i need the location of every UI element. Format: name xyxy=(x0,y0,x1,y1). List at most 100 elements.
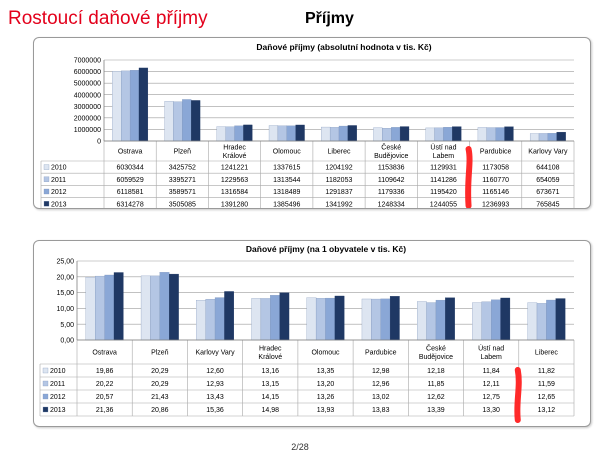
category-label: Hradec xyxy=(259,345,282,352)
bar-2012-olomouc xyxy=(286,125,296,142)
category-label: Plzeň xyxy=(174,149,192,156)
bar-2010-české-budějovice xyxy=(373,127,383,142)
data-label: 12,11 xyxy=(483,381,500,388)
slide-title: Rostoucí daňové příjmy xyxy=(8,8,208,29)
bar-2013-ostrava xyxy=(113,272,124,341)
data-label: 1182053 xyxy=(326,177,353,184)
data-label: 11,82 xyxy=(538,368,555,375)
legend-label-2010: 2010 xyxy=(51,165,67,172)
data-label: 11,85 xyxy=(427,381,444,388)
bar-2011-české-budějovice xyxy=(426,302,437,341)
category-label: Pardubice xyxy=(480,149,512,156)
bar-2012-české-budějovice xyxy=(391,127,401,142)
chart-per-capita-svg: Daňové příjmy (na 1 obyvatele v tis. Kč)… xyxy=(39,244,575,423)
bar-2010-olomouc xyxy=(306,297,317,341)
bar-2012-karlovy-vary xyxy=(547,133,557,142)
y-tick-label: 0,00 xyxy=(60,338,74,345)
data-label: 1204192 xyxy=(325,165,352,172)
bar-2010-plzeň xyxy=(140,275,151,341)
bar-2010-ostrava xyxy=(85,277,96,341)
data-label: 13,39 xyxy=(427,407,445,414)
bar-2011-plzeň xyxy=(150,275,160,341)
data-label: 13,02 xyxy=(372,394,390,401)
bar-2010-ústí-nad-labem xyxy=(472,302,482,341)
bar-2010-plzeň xyxy=(164,101,174,142)
data-label: 3589571 xyxy=(169,189,196,196)
y-tick-label: 0 xyxy=(97,139,101,146)
data-label: 1244055 xyxy=(430,201,457,208)
data-label: 20,86 xyxy=(151,407,169,414)
bar-2013-české-budějovice xyxy=(445,297,455,341)
bar-2013-pardubice xyxy=(389,296,400,341)
legend-swatch-2013 xyxy=(43,201,50,207)
y-tick-label: 20,00 xyxy=(56,274,74,281)
bar-2013-hradec-králové xyxy=(243,124,253,142)
data-label: 1236993 xyxy=(482,201,509,208)
category-label: Králové xyxy=(223,153,247,160)
category-label: Ostrava xyxy=(118,149,143,156)
data-label: 12,62 xyxy=(427,394,445,401)
data-label: 6314278 xyxy=(116,201,143,208)
data-label: 3505085 xyxy=(169,201,196,208)
y-tick-label: 1000000 xyxy=(74,127,101,134)
category-label: Ústí nad xyxy=(430,142,456,151)
bar-2013-ústí-nad-labem xyxy=(500,297,511,341)
bar-2013-olomouc xyxy=(295,124,305,142)
data-label: 13,30 xyxy=(482,407,500,414)
bar-2013-hradec-králové xyxy=(279,292,290,341)
legend-swatch-2011 xyxy=(42,380,49,387)
y-tick-label: 3000000 xyxy=(74,104,101,111)
data-label: 3395271 xyxy=(169,177,196,184)
category-label: Labem xyxy=(433,153,455,160)
legend-label-2010: 2010 xyxy=(50,368,66,375)
category-label: Pardubice xyxy=(365,350,397,357)
legend-label-2013: 2013 xyxy=(50,407,66,414)
data-label: 1385496 xyxy=(273,201,300,208)
bar-2013-karlovy-vary xyxy=(224,291,234,341)
y-tick-label: 25,00 xyxy=(56,259,74,266)
y-tick-label: 6000000 xyxy=(74,69,101,76)
data-label: 21,36 xyxy=(96,407,114,414)
data-label: 11,84 xyxy=(483,368,500,375)
data-label: 1313544 xyxy=(273,177,300,184)
chart-title: Daňové příjmy (absolutní hodnota v tis. … xyxy=(256,42,431,52)
y-tick-label: 2000000 xyxy=(74,115,101,122)
bar-2010-karlovy-vary xyxy=(529,133,540,142)
bar-2010-olomouc xyxy=(268,125,279,142)
category-label: Liberec xyxy=(328,149,351,156)
data-label: 19,86 xyxy=(96,368,114,375)
y-tick-label: 4000000 xyxy=(74,92,101,99)
bar-2011-hradec-králové xyxy=(225,126,235,142)
data-label: 654059 xyxy=(536,177,559,184)
data-label: 6059529 xyxy=(116,177,143,184)
data-label: 1391280 xyxy=(221,201,248,208)
bar-2012-liberec xyxy=(546,299,556,341)
bar-2013-ostrava xyxy=(138,67,149,142)
bar-2011-české-budějovice xyxy=(382,128,392,142)
legend-label-2011: 2011 xyxy=(50,381,65,388)
bar-2010-liberec xyxy=(527,302,538,341)
category-label: Ústí nad xyxy=(478,343,504,352)
bar-2011-pardubice xyxy=(486,127,496,142)
bar-2012-pardubice xyxy=(380,298,391,341)
bar-2011-pardubice xyxy=(371,298,381,341)
category-label: Karlovy Vary xyxy=(528,149,568,156)
bar-2012-české-budějovice xyxy=(435,299,446,341)
bar-2011-ústí-nad-labem xyxy=(434,127,444,142)
bar-2011-karlovy-vary xyxy=(538,133,549,142)
data-label: 1316584 xyxy=(221,189,248,196)
y-tick-label: 15,00 xyxy=(56,290,74,297)
data-label: 13,20 xyxy=(317,381,335,388)
bar-2013-české-budějovice xyxy=(399,126,410,142)
data-label: 13,26 xyxy=(317,394,335,401)
data-label: 673671 xyxy=(536,189,559,196)
data-label: 644108 xyxy=(536,165,559,172)
legend-label-2013: 2013 xyxy=(51,201,67,208)
data-label: 3425752 xyxy=(169,165,196,172)
data-label: 13,12 xyxy=(538,407,556,414)
bar-2012-ústí-nad-labem xyxy=(491,299,501,341)
data-label: 1318489 xyxy=(273,189,300,196)
data-label: 13,35 xyxy=(317,368,335,375)
data-label: 14,15 xyxy=(262,394,280,401)
data-label: 12,60 xyxy=(206,368,224,375)
